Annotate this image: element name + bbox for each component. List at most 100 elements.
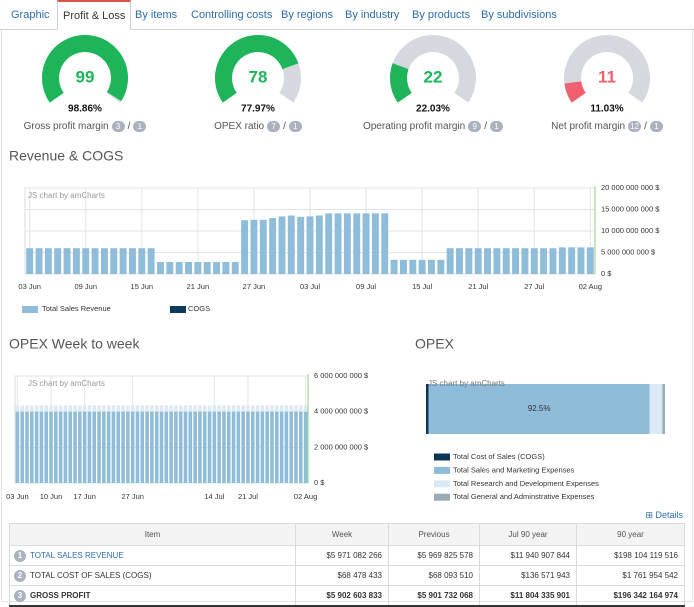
- bar: [334, 213, 342, 274]
- bar: [129, 248, 136, 274]
- legend-label: Total Research and Development Expenses: [453, 479, 599, 488]
- gauge-badge[interactable]: 3: [111, 121, 125, 132]
- bar: [164, 405, 169, 412]
- tab[interactable]: Controlling costs: [191, 9, 273, 21]
- gauge-badge[interactable]: 9: [468, 121, 482, 132]
- y-tick-label: 15 000 000 000 $: [601, 204, 660, 213]
- bar: [512, 248, 520, 274]
- gauge-label-text: Operating profit margin: [362, 121, 466, 133]
- chart-title: OPEX: [415, 336, 455, 352]
- gauge-badge[interactable]: 12: [628, 121, 642, 132]
- gauge-value: [42, 34, 129, 103]
- item-cell: 2 TOTAL COST OF SALES (COGS): [9, 565, 296, 586]
- bar: [82, 411, 87, 483]
- bar: [275, 411, 279, 483]
- tab[interactable]: By industry: [345, 9, 400, 21]
- bar: [474, 248, 482, 274]
- x-tick-label: 15 Jul: [412, 282, 432, 291]
- bar: [297, 216, 305, 274]
- bar: [577, 247, 585, 274]
- x-tick-label: 10 Jun: [40, 492, 63, 501]
- y-tick-label: 6 000 000 000 $: [314, 371, 369, 380]
- tab[interactable]: Profit & Loss: [57, 0, 132, 30]
- tab[interactable]: By items: [135, 9, 178, 21]
- details-text[interactable]: Details: [655, 510, 683, 520]
- gauge-percent: 22.03%: [416, 104, 450, 115]
- bar: [540, 248, 548, 274]
- gauge-percent: 77.97%: [241, 104, 275, 115]
- bar: [207, 411, 212, 483]
- bar: [294, 411, 298, 483]
- gauge-separator: /: [283, 121, 286, 132]
- bar: [343, 213, 351, 274]
- bar: [54, 405, 58, 412]
- column-header: Week: [295, 523, 389, 546]
- chart-title: Revenue & COGS: [9, 148, 123, 164]
- chart-title: OPEX Week to week: [9, 336, 140, 352]
- bar: [116, 411, 121, 483]
- legend-swatch: [434, 493, 450, 501]
- y-tick-label: 20 000 000 000 $: [601, 183, 660, 192]
- item-name[interactable]: TOTAL SALES REVENUE: [30, 550, 124, 560]
- header-row: Item Week Previous Jul 90 year 90 year: [9, 523, 685, 546]
- bar: [198, 405, 202, 412]
- bar: [102, 411, 106, 483]
- bar: [135, 411, 140, 483]
- bar: [294, 405, 298, 412]
- bar: [217, 411, 221, 483]
- bar: [265, 405, 269, 412]
- bar: [202, 405, 207, 412]
- legend-swatch: [170, 306, 186, 313]
- bar: [493, 248, 501, 274]
- item-cell: 1 TOTAL SALES REVENUE: [9, 545, 296, 566]
- bar: [246, 405, 250, 412]
- bar: [222, 411, 226, 483]
- bar: [202, 411, 207, 483]
- bar: [250, 219, 258, 274]
- gauge-value: [564, 81, 586, 103]
- legend-label: Total General and Adminstrative Expenses: [453, 492, 595, 501]
- details-link[interactable]: ⊞ Details: [645, 510, 683, 521]
- bar: [174, 411, 178, 483]
- gauge-label-text: Gross profit margin: [23, 121, 109, 133]
- bar: [231, 411, 236, 483]
- bar: [140, 411, 145, 483]
- bar: [34, 405, 39, 412]
- bar: [183, 405, 188, 412]
- bar: [121, 411, 125, 483]
- tab[interactable]: Graphic: [11, 9, 50, 21]
- bar: [217, 405, 221, 412]
- bar: [287, 215, 295, 274]
- gauge-badge[interactable]: 1: [288, 121, 302, 132]
- gauge-badge[interactable]: 7: [267, 121, 281, 132]
- tab[interactable]: By regions: [281, 9, 333, 21]
- tab[interactable]: By products: [412, 9, 471, 21]
- bar: [381, 213, 389, 274]
- x-tick-label: 03 Jun: [6, 492, 29, 501]
- gauge-badge[interactable]: 1: [649, 121, 663, 132]
- gauge-badge[interactable]: 1: [490, 121, 504, 132]
- gauge-badge[interactable]: 1: [133, 121, 147, 132]
- bar: [250, 411, 255, 483]
- bar: [87, 405, 92, 412]
- value-cell: $198 104 119 516: [576, 545, 685, 566]
- bar: [72, 248, 80, 274]
- bar: [54, 411, 58, 483]
- bar: [116, 405, 121, 412]
- x-tick-label: 03 Jul: [300, 282, 320, 291]
- bar: [484, 248, 491, 274]
- table-row: 1 TOTAL SALES REVENUE $5 971 082 266 $5 969…: [9, 545, 685, 566]
- bar: [241, 411, 245, 483]
- gauge-separator: /: [644, 121, 647, 132]
- value-cell: $68 478 433: [295, 565, 389, 586]
- y-tick-label: 5 000 000 000 $: [601, 247, 656, 256]
- bar: [169, 405, 173, 412]
- bar: [150, 411, 154, 483]
- bar: [92, 411, 97, 483]
- tab[interactable]: By subdivisions: [481, 9, 557, 21]
- gauge-separator: /: [484, 121, 488, 132]
- bar: [178, 405, 183, 412]
- y-tick-label: 10 000 000 000 $: [601, 226, 660, 235]
- bar: [428, 259, 435, 274]
- bar: [456, 248, 463, 274]
